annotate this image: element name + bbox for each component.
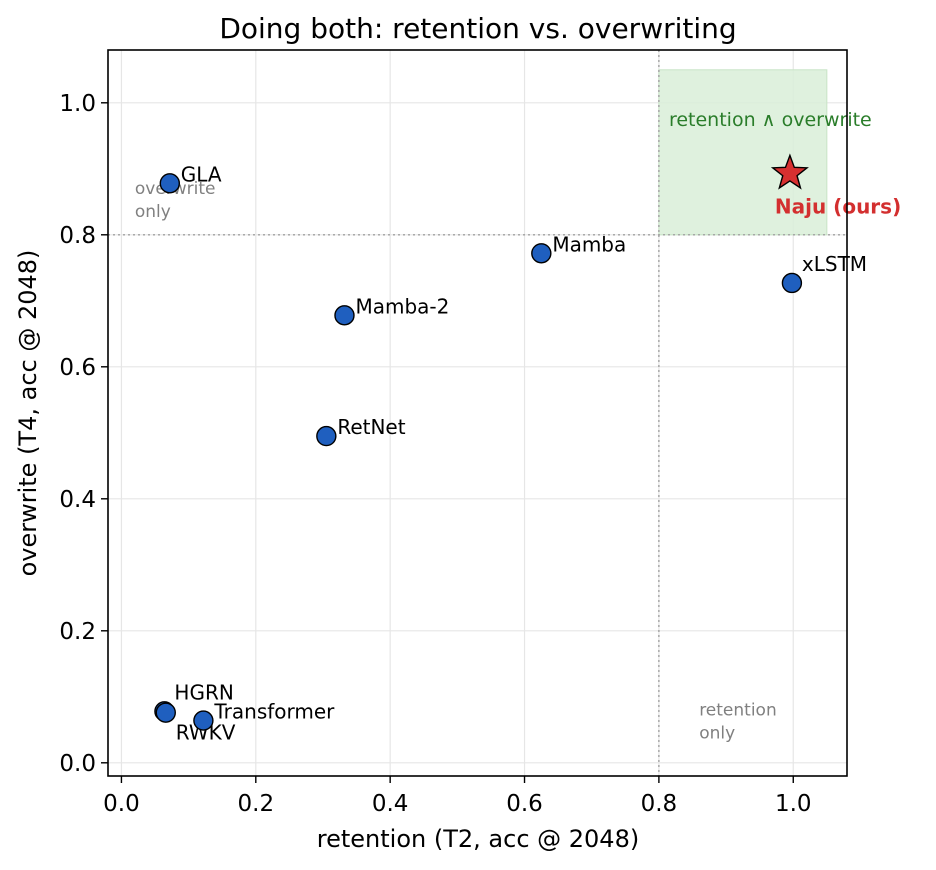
point-marker xyxy=(531,243,552,264)
annotation-text: retention xyxy=(699,700,777,720)
x-tick-label: 0.4 xyxy=(372,791,409,817)
ours-star-marker xyxy=(770,153,809,190)
y-tick-label: 0.8 xyxy=(59,223,96,249)
plot-frame xyxy=(107,49,848,777)
point-marker xyxy=(155,702,176,723)
y-tick-label: 0.0 xyxy=(59,751,96,777)
y-axis-label: overwrite (T4, acc @ 2048) xyxy=(14,250,42,577)
point-label: GLA xyxy=(181,162,222,186)
point-label: RetNet xyxy=(337,415,405,439)
ours-point: Naju (ours) xyxy=(770,153,901,218)
x-tick-label: 0.8 xyxy=(641,791,678,817)
x-axis-ticks: 0.0 0.2 0.4 0.6 0.8 1.0 xyxy=(103,776,812,817)
y-tick-label: 0.4 xyxy=(59,487,96,513)
y-axis-ticks: 0.0 0.2 0.4 0.6 0.8 1.0 xyxy=(59,91,108,777)
point-marker xyxy=(316,425,337,447)
y-tick-label: 0.6 xyxy=(59,355,96,381)
annotation-text: only xyxy=(135,202,171,222)
data-points: GLAMambaxLSTMMamba-2RetNetHGRNRWKVTransf… xyxy=(154,162,867,745)
highlight-label: retention ∧ overwrite xyxy=(669,109,872,131)
point-marker xyxy=(334,305,355,326)
x-tick-label: 0.0 xyxy=(103,791,140,817)
x-tick-label: 0.6 xyxy=(506,791,543,817)
x-axis-label: retention (T2, acc @ 2048) xyxy=(317,825,639,853)
point-label: Mamba-2 xyxy=(355,294,449,318)
x-tick-label: 1.0 xyxy=(775,791,812,817)
x-tick-label: 0.2 xyxy=(238,791,275,817)
point-marker xyxy=(193,710,214,731)
ours-label: Naju (ours) xyxy=(775,194,901,218)
annotation-text: only xyxy=(699,723,735,743)
point-label: HGRN xyxy=(174,680,233,704)
point-label: Transformer xyxy=(213,700,335,724)
point-marker xyxy=(781,272,803,294)
highlight-region: retention ∧ overwrite xyxy=(658,69,872,236)
threshold-lines xyxy=(108,50,847,776)
point-label: Mamba xyxy=(552,232,626,256)
highlight-rect xyxy=(658,69,828,236)
point-label: xLSTM xyxy=(802,252,867,276)
y-tick-label: 1.0 xyxy=(59,91,96,117)
y-tick-label: 0.2 xyxy=(59,619,96,645)
chart-title: Doing both: retention vs. overwriting xyxy=(219,12,736,45)
point-marker xyxy=(159,173,181,194)
